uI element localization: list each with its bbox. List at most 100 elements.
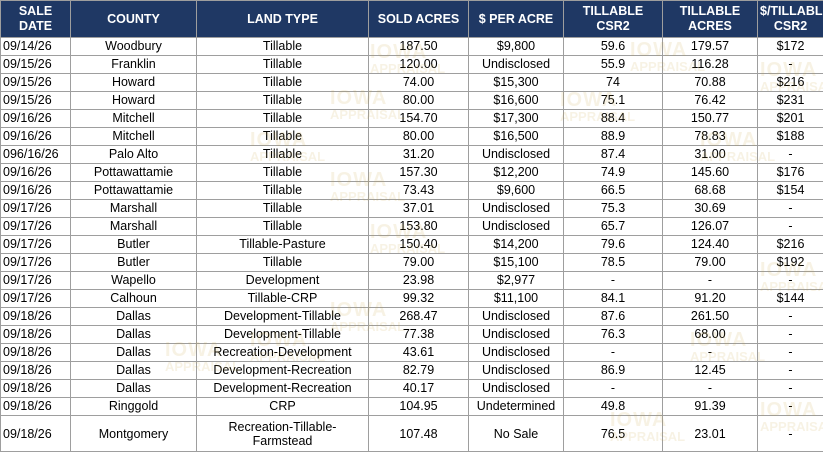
tillable-acres-cell[interactable]: - xyxy=(663,272,758,290)
sale-date-cell[interactable]: 09/16/26 xyxy=(1,164,71,182)
county-cell[interactable]: Marshall xyxy=(71,218,197,236)
price-per-tillable-csr2-cell[interactable]: $231 xyxy=(758,92,823,110)
sold-acres-cell[interactable]: 74.00 xyxy=(369,74,469,92)
header-land-type[interactable]: LAND TYPE xyxy=(197,1,369,38)
tillable-csr2-cell[interactable]: 87.6 xyxy=(564,308,663,326)
tillable-csr2-cell[interactable]: 74 xyxy=(564,74,663,92)
price-per-tillable-csr2-cell[interactable]: - xyxy=(758,380,823,398)
header-sold-acres[interactable]: SOLD ACRES xyxy=(369,1,469,38)
tillable-csr2-cell[interactable]: 65.7 xyxy=(564,218,663,236)
price-per-tillable-csr2-cell[interactable]: $176 xyxy=(758,164,823,182)
land-type-cell[interactable]: Tillable xyxy=(197,182,369,200)
price-per-acre-cell[interactable]: Undisclosed xyxy=(469,344,564,362)
sale-date-cell[interactable]: 09/18/26 xyxy=(1,326,71,344)
price-per-acre-cell[interactable]: No Sale xyxy=(469,416,564,452)
price-per-acre-cell[interactable]: $9,800 xyxy=(469,38,564,56)
sale-date-cell[interactable]: 09/18/26 xyxy=(1,362,71,380)
county-cell[interactable]: Mitchell xyxy=(71,110,197,128)
tillable-acres-cell[interactable]: 68.00 xyxy=(663,326,758,344)
tillable-csr2-cell[interactable]: 59.6 xyxy=(564,38,663,56)
tillable-acres-cell[interactable]: 31.00 xyxy=(663,146,758,164)
county-cell[interactable]: Howard xyxy=(71,92,197,110)
tillable-acres-cell[interactable]: 116.28 xyxy=(663,56,758,74)
price-per-acre-cell[interactable]: Undisclosed xyxy=(469,362,564,380)
county-cell[interactable]: Woodbury xyxy=(71,38,197,56)
tillable-acres-cell[interactable]: 91.20 xyxy=(663,290,758,308)
land-type-cell[interactable]: Tillable xyxy=(197,128,369,146)
sold-acres-cell[interactable]: 23.98 xyxy=(369,272,469,290)
tillable-csr2-cell[interactable]: - xyxy=(564,272,663,290)
tillable-csr2-cell[interactable]: 79.6 xyxy=(564,236,663,254)
price-per-acre-cell[interactable]: $12,200 xyxy=(469,164,564,182)
price-per-acre-cell[interactable]: $15,300 xyxy=(469,74,564,92)
tillable-acres-cell[interactable]: 30.69 xyxy=(663,200,758,218)
tillable-acres-cell[interactable]: 261.50 xyxy=(663,308,758,326)
land-type-cell[interactable]: Recreation-Development xyxy=(197,344,369,362)
tillable-acres-cell[interactable]: 145.60 xyxy=(663,164,758,182)
sold-acres-cell[interactable]: 79.00 xyxy=(369,254,469,272)
price-per-tillable-csr2-cell[interactable]: - xyxy=(758,398,823,416)
tillable-csr2-cell[interactable]: 49.8 xyxy=(564,398,663,416)
land-type-cell[interactable]: Recreation-Tillable-Farmstead xyxy=(197,416,369,452)
land-type-cell[interactable]: Tillable-CRP xyxy=(197,290,369,308)
sold-acres-cell[interactable]: 154.70 xyxy=(369,110,469,128)
county-cell[interactable]: Franklin xyxy=(71,56,197,74)
sold-acres-cell[interactable]: 99.32 xyxy=(369,290,469,308)
county-cell[interactable]: Pottawattamie xyxy=(71,164,197,182)
tillable-acres-cell[interactable]: 70.88 xyxy=(663,74,758,92)
sale-date-cell[interactable]: 09/15/26 xyxy=(1,92,71,110)
county-cell[interactable]: Mitchell xyxy=(71,128,197,146)
sold-acres-cell[interactable]: 80.00 xyxy=(369,92,469,110)
county-cell[interactable]: Ringgold xyxy=(71,398,197,416)
sale-date-cell[interactable]: 09/17/26 xyxy=(1,272,71,290)
sale-date-cell[interactable]: 09/16/26 xyxy=(1,110,71,128)
price-per-tillable-csr2-cell[interactable]: - xyxy=(758,200,823,218)
sale-date-cell[interactable]: 09/16/26 xyxy=(1,128,71,146)
price-per-acre-cell[interactable]: Undisclosed xyxy=(469,56,564,74)
land-type-cell[interactable]: Development-Recreation xyxy=(197,380,369,398)
county-cell[interactable]: Calhoun xyxy=(71,290,197,308)
sold-acres-cell[interactable]: 73.43 xyxy=(369,182,469,200)
tillable-csr2-cell[interactable]: 84.1 xyxy=(564,290,663,308)
land-type-cell[interactable]: Development-Tillable xyxy=(197,308,369,326)
tillable-csr2-cell[interactable]: 76.3 xyxy=(564,326,663,344)
tillable-acres-cell[interactable]: 12.45 xyxy=(663,362,758,380)
sale-date-cell[interactable]: 09/18/26 xyxy=(1,344,71,362)
price-per-acre-cell[interactable]: Undisclosed xyxy=(469,308,564,326)
land-type-cell[interactable]: Tillable xyxy=(197,74,369,92)
price-per-tillable-csr2-cell[interactable]: - xyxy=(758,416,823,452)
price-per-acre-cell[interactable]: $15,100 xyxy=(469,254,564,272)
sold-acres-cell[interactable]: 187.50 xyxy=(369,38,469,56)
sold-acres-cell[interactable]: 31.20 xyxy=(369,146,469,164)
sold-acres-cell[interactable]: 157.30 xyxy=(369,164,469,182)
sold-acres-cell[interactable]: 107.48 xyxy=(369,416,469,452)
land-type-cell[interactable]: Development xyxy=(197,272,369,290)
price-per-acre-cell[interactable]: $17,300 xyxy=(469,110,564,128)
county-cell[interactable]: Montgomery xyxy=(71,416,197,452)
tillable-acres-cell[interactable]: - xyxy=(663,380,758,398)
sold-acres-cell[interactable]: 82.79 xyxy=(369,362,469,380)
tillable-acres-cell[interactable]: 124.40 xyxy=(663,236,758,254)
sold-acres-cell[interactable]: 153.80 xyxy=(369,218,469,236)
sold-acres-cell[interactable]: 40.17 xyxy=(369,380,469,398)
land-type-cell[interactable]: Tillable xyxy=(197,200,369,218)
sale-date-cell[interactable]: 09/18/26 xyxy=(1,398,71,416)
land-type-cell[interactable]: Tillable xyxy=(197,218,369,236)
price-per-tillable-csr2-cell[interactable]: - xyxy=(758,326,823,344)
price-per-tillable-csr2-cell[interactable]: - xyxy=(758,362,823,380)
price-per-acre-cell[interactable]: $14,200 xyxy=(469,236,564,254)
county-cell[interactable]: Dallas xyxy=(71,326,197,344)
land-type-cell[interactable]: Tillable xyxy=(197,164,369,182)
county-cell[interactable]: Dallas xyxy=(71,344,197,362)
county-cell[interactable]: Butler xyxy=(71,236,197,254)
price-per-acre-cell[interactable]: Undisclosed xyxy=(469,200,564,218)
sale-date-cell[interactable]: 09/18/26 xyxy=(1,380,71,398)
land-type-cell[interactable]: Tillable-Pasture xyxy=(197,236,369,254)
county-cell[interactable]: Dallas xyxy=(71,380,197,398)
price-per-tillable-csr2-cell[interactable]: - xyxy=(758,272,823,290)
tillable-csr2-cell[interactable]: 55.9 xyxy=(564,56,663,74)
sale-date-cell[interactable]: 09/18/26 xyxy=(1,308,71,326)
header-tillable-acres[interactable]: TILLABLE ACRES xyxy=(663,1,758,38)
price-per-tillable-csr2-cell[interactable]: $188 xyxy=(758,128,823,146)
price-per-acre-cell[interactable]: $16,600 xyxy=(469,92,564,110)
